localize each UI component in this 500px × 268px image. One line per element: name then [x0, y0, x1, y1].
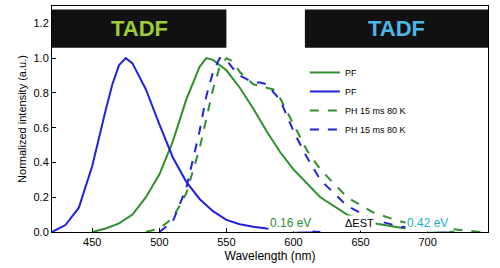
svg-text:0.16 eV: 0.16 eV — [270, 216, 311, 230]
svg-text:PH 15 ms 80 K: PH 15 ms 80 K — [345, 106, 406, 116]
svg-text:450: 450 — [83, 236, 101, 248]
svg-text:PF: PF — [345, 68, 357, 78]
svg-text:0.42 eV: 0.42 eV — [407, 216, 448, 230]
svg-text:500: 500 — [150, 236, 168, 248]
svg-text:550: 550 — [217, 236, 235, 248]
svg-text:650: 650 — [351, 236, 369, 248]
svg-text:TADF: TADF — [111, 16, 168, 41]
svg-text:TADF: TADF — [368, 16, 425, 41]
svg-text:PH 15 ms 80 K: PH 15 ms 80 K — [345, 125, 406, 135]
svg-text:0.6: 0.6 — [34, 122, 49, 134]
svg-text:1.0: 1.0 — [34, 52, 49, 64]
svg-text:ΔEST: ΔEST — [345, 217, 374, 229]
svg-text:Wavelength (nm): Wavelength (nm) — [225, 249, 316, 263]
svg-text:PF: PF — [345, 87, 357, 97]
svg-text:0.8: 0.8 — [34, 87, 49, 99]
svg-text:Normalized intensity (a.u.): Normalized intensity (a.u.) — [16, 55, 28, 183]
svg-text:0.4: 0.4 — [34, 156, 49, 168]
svg-text:600: 600 — [284, 236, 302, 248]
svg-text:0.2: 0.2 — [34, 191, 49, 203]
svg-text:1.2: 1.2 — [34, 17, 49, 29]
svg-text:700: 700 — [418, 236, 436, 248]
svg-text:0.0: 0.0 — [34, 226, 49, 238]
